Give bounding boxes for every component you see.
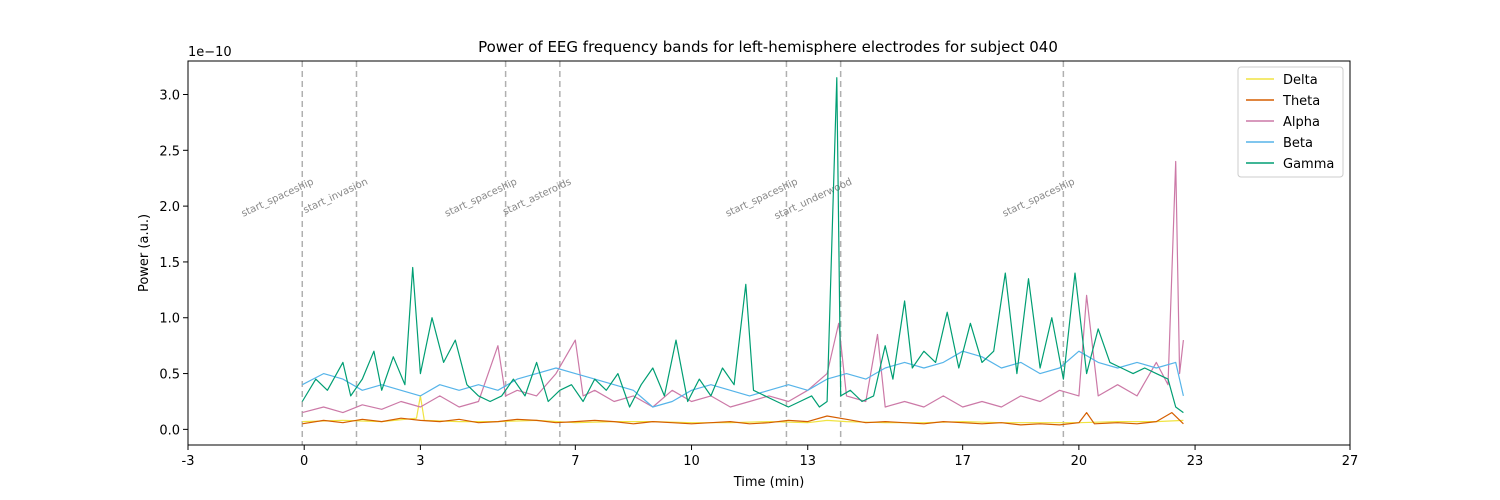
x-tick-label: -3: [182, 454, 195, 469]
legend-box: [1237, 66, 1344, 178]
x-tick-label: 13: [799, 454, 816, 469]
y-axis-label: Power (a.u.): [137, 214, 152, 292]
x-tick-label: 0: [300, 454, 308, 469]
series-line-alpha: [302, 160, 1184, 414]
x-tick-label: 27: [1342, 454, 1359, 469]
y-tick-label: 2.5: [159, 144, 180, 159]
x-tick-label: 17: [954, 454, 971, 469]
series-lines: [301, 77, 1184, 426]
x-axis-ticks: -3 0 3 7 10 13 17 20 23 27: [182, 445, 1359, 469]
legend-label-beta: Beta: [1283, 136, 1313, 151]
y-offset-label: 1e−10: [188, 45, 232, 60]
chart-title: Power of EEG frequency bands for left-he…: [478, 38, 1058, 56]
x-tick-label: 20: [1071, 454, 1088, 469]
series-line-delta: [302, 395, 1184, 424]
y-tick-label: 1.0: [159, 312, 180, 327]
x-tick-label: 7: [571, 454, 579, 469]
series-line-beta: [302, 350, 1184, 408]
y-tick-label: 1.5: [159, 256, 180, 271]
series-line-theta: [302, 412, 1184, 426]
x-tick-label: 10: [683, 454, 700, 469]
plot-frame: [187, 60, 1351, 446]
legend-label-gamma: Gamma: [1283, 157, 1334, 172]
x-tick-label: 3: [416, 454, 424, 469]
legend-label-alpha: Alpha: [1283, 115, 1320, 130]
legend: Delta Theta Alpha Beta Gamma: [1237, 66, 1344, 178]
legend-label-theta: Theta: [1282, 94, 1320, 109]
y-tick-label: 2.0: [159, 200, 180, 215]
series-line-gamma: [301, 77, 1184, 414]
y-tick-label: 3.0: [159, 88, 180, 103]
event-label: start_spaceship: [1001, 177, 1077, 220]
y-tick-label: 0.0: [159, 423, 180, 438]
x-tick-label: 23: [1187, 454, 1204, 469]
y-axis-ticks: 0.0 0.5 1.0 1.5 2.0 2.5 3.0: [159, 88, 188, 438]
y-tick-label: 0.5: [159, 368, 180, 383]
legend-label-delta: Delta: [1283, 73, 1318, 88]
x-axis-label: Time (min): [733, 475, 805, 490]
